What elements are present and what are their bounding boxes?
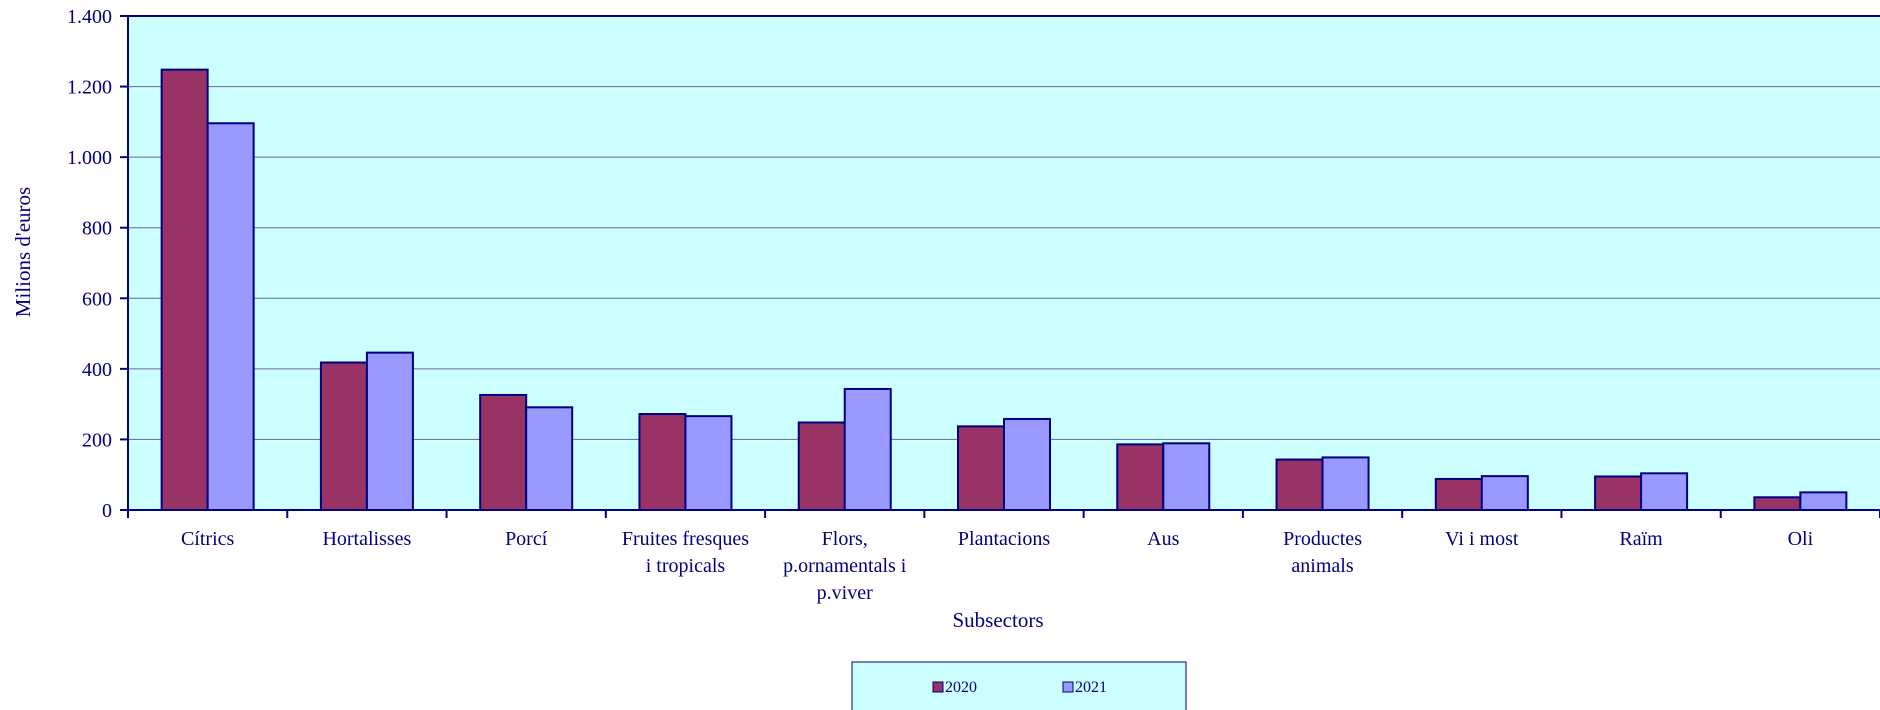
x-tick-label: Productes animals: [1283, 528, 1362, 577]
x-tick-label: Oli: [1788, 528, 1814, 550]
bar-2021: [1003, 417, 1051, 511]
legend-label-2021: 2021: [1075, 679, 1107, 696]
bar-2020: [1594, 475, 1643, 512]
x-tick-label: Plantacions: [958, 528, 1050, 550]
x-tick-label: Aus: [1147, 528, 1179, 550]
bar-2020: [1753, 496, 1802, 512]
y-tick-label: 200: [82, 429, 112, 451]
bar-2021: [1799, 491, 1848, 512]
x-tick-label: Porcí: [505, 528, 548, 550]
bar-2020: [1116, 443, 1165, 511]
legend-swatch-2020: [932, 681, 944, 693]
bar-2021: [1480, 475, 1529, 511]
y-tick-label: 600: [82, 288, 112, 310]
bar-2020: [957, 425, 1005, 512]
bar-2020: [319, 361, 368, 511]
x-axis-title: Subsectors: [953, 608, 1044, 632]
x-tick-label: Flors, p.ornamentals i p.viver: [783, 528, 907, 604]
x-tick-label: Raïm: [1619, 528, 1663, 550]
bar-2021: [365, 351, 414, 511]
bar-2021: [1162, 442, 1211, 511]
y-tick-label: 1.000: [67, 147, 112, 169]
bar-2021: [1640, 472, 1689, 511]
gridlines: [128, 86, 1880, 440]
legend-box: [851, 661, 1187, 710]
y-tick-label: 400: [82, 359, 112, 381]
bar-2020: [479, 393, 528, 511]
y-axis-ticks: 0 200 400 600 800 1.000 1.200 1.400: [67, 6, 128, 522]
bar-2021: [684, 415, 733, 512]
x-axis-ticks: Cítrics Hortalisses Porcí Fruites fresques i…: [127, 510, 1880, 604]
y-tick-label: 1.400: [67, 6, 112, 28]
y-tick-label: 800: [82, 218, 112, 240]
y-tick-label: 0: [102, 500, 112, 522]
bar-2021: [525, 406, 574, 511]
bar-2021: [843, 387, 892, 511]
bar-2020: [797, 421, 846, 511]
legend-label-2020: 2020: [945, 679, 977, 696]
x-tick-label: Cítrics: [181, 528, 235, 550]
bar-2020: [1434, 477, 1483, 512]
legend-swatch-2021: [1062, 681, 1074, 693]
bar-2021: [1321, 456, 1370, 511]
y-axis-title: Milions d'euros: [11, 187, 35, 317]
bars: [160, 68, 1848, 512]
bar-2021: [206, 122, 255, 511]
bar-2020: [1275, 458, 1324, 512]
x-tick-label: Vi i most: [1445, 528, 1519, 550]
bar-2020: [638, 413, 687, 511]
bar-2020: [160, 68, 209, 512]
legend: 2020 2021: [851, 661, 1187, 710]
x-tick-label: Fruites fresques i tropicals: [622, 528, 749, 577]
x-tick-label: Hortalisses: [322, 528, 411, 550]
y-tick-label: 1.200: [67, 77, 112, 99]
